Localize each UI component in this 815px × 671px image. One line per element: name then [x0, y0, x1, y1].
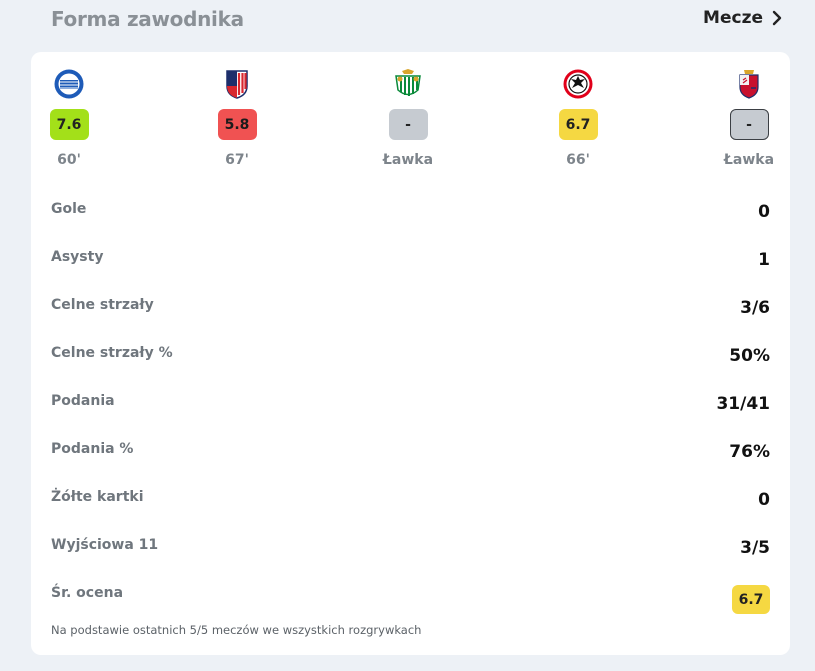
stat-row-goals: Gole 0: [31, 190, 790, 238]
match-item[interactable]: 5.8 67': [202, 68, 272, 168]
minutes-played: 66': [566, 152, 590, 168]
minutes-played: 67': [225, 152, 249, 168]
match-item[interactable]: 7.6 60': [34, 68, 104, 168]
stats-footnote: Na podstawie ostatnich 5/5 meczów we wsz…: [51, 623, 422, 637]
average-rating-badge: 6.7: [732, 585, 770, 614]
stat-label: Żółte kartki: [51, 489, 144, 505]
match-rating-badge: -: [388, 109, 428, 140]
stat-label: Celne strzały: [51, 297, 154, 313]
atletico-crest-icon: [226, 70, 248, 99]
stat-row-yellow-cards: Żółte kartki 0: [31, 478, 790, 526]
stat-row-passes: Podania 31/41: [31, 382, 790, 430]
stat-value: 0: [758, 490, 770, 510]
match-rating-badge: 5.8: [217, 109, 257, 140]
eintracht-crest-icon: [563, 69, 593, 99]
match-item[interactable]: 6.7 66': [543, 68, 613, 168]
stat-row-shots-on-target-pct: Celne strzały % 50%: [31, 334, 790, 382]
player-form-card: 7.6 60' 5.8 67' - Ławka: [31, 52, 790, 655]
stat-row-starting-eleven: Wyjściowa 11 3/5: [31, 526, 790, 574]
match-item[interactable]: - Ławka: [714, 68, 784, 168]
stat-row-passes-pct: Podania % 76%: [31, 430, 790, 478]
stat-label: Podania %: [51, 441, 134, 457]
matches-link-label: Mecze: [703, 8, 763, 28]
stat-value: 3/6: [740, 298, 770, 318]
stat-label: Asysty: [51, 249, 104, 265]
matches-link[interactable]: Mecze: [703, 8, 783, 28]
stat-row-assists: Asysty 1: [31, 238, 790, 286]
stat-row-average-rating: Śr. ocena 6.7: [31, 574, 790, 622]
stat-label: Gole: [51, 201, 87, 217]
stat-value: 0: [758, 202, 770, 222]
match-rating-badge: -: [729, 109, 769, 140]
stat-value: 50%: [729, 346, 770, 366]
stat-label: Celne strzały %: [51, 345, 173, 361]
match-rating-badge: 7.6: [49, 109, 89, 140]
stats-list: Gole 0 Asysty 1 Celne strzały 3/6 Celne …: [31, 190, 790, 622]
stat-value: 76%: [729, 442, 770, 462]
stat-label: Wyjściowa 11: [51, 537, 159, 553]
minutes-played: Ławka: [382, 152, 434, 168]
stat-value: 31/41: [716, 394, 770, 414]
stat-label: Podania: [51, 393, 115, 409]
stat-row-shots-on-target: Celne strzały 3/6: [31, 286, 790, 334]
match-item[interactable]: - Ławka: [373, 68, 443, 168]
recent-matches: 7.6 60' 5.8 67' - Ławka: [31, 52, 790, 232]
match-rating-badge: 6.7: [558, 109, 598, 140]
stat-value: 1: [758, 250, 770, 270]
stat-value: 3/5: [740, 538, 770, 558]
section-header: Forma zawodnika Mecze: [0, 0, 815, 42]
betis-crest-icon: [395, 69, 421, 96]
minutes-played: 60': [57, 152, 81, 168]
osasuna-crest-icon: [739, 70, 759, 99]
chevron-right-icon: [772, 10, 782, 26]
alaves-crest-icon: [54, 69, 84, 99]
minutes-played: Ławka: [723, 152, 775, 168]
section-title: Forma zawodnika: [51, 7, 244, 31]
stat-label: Śr. ocena: [51, 585, 124, 601]
